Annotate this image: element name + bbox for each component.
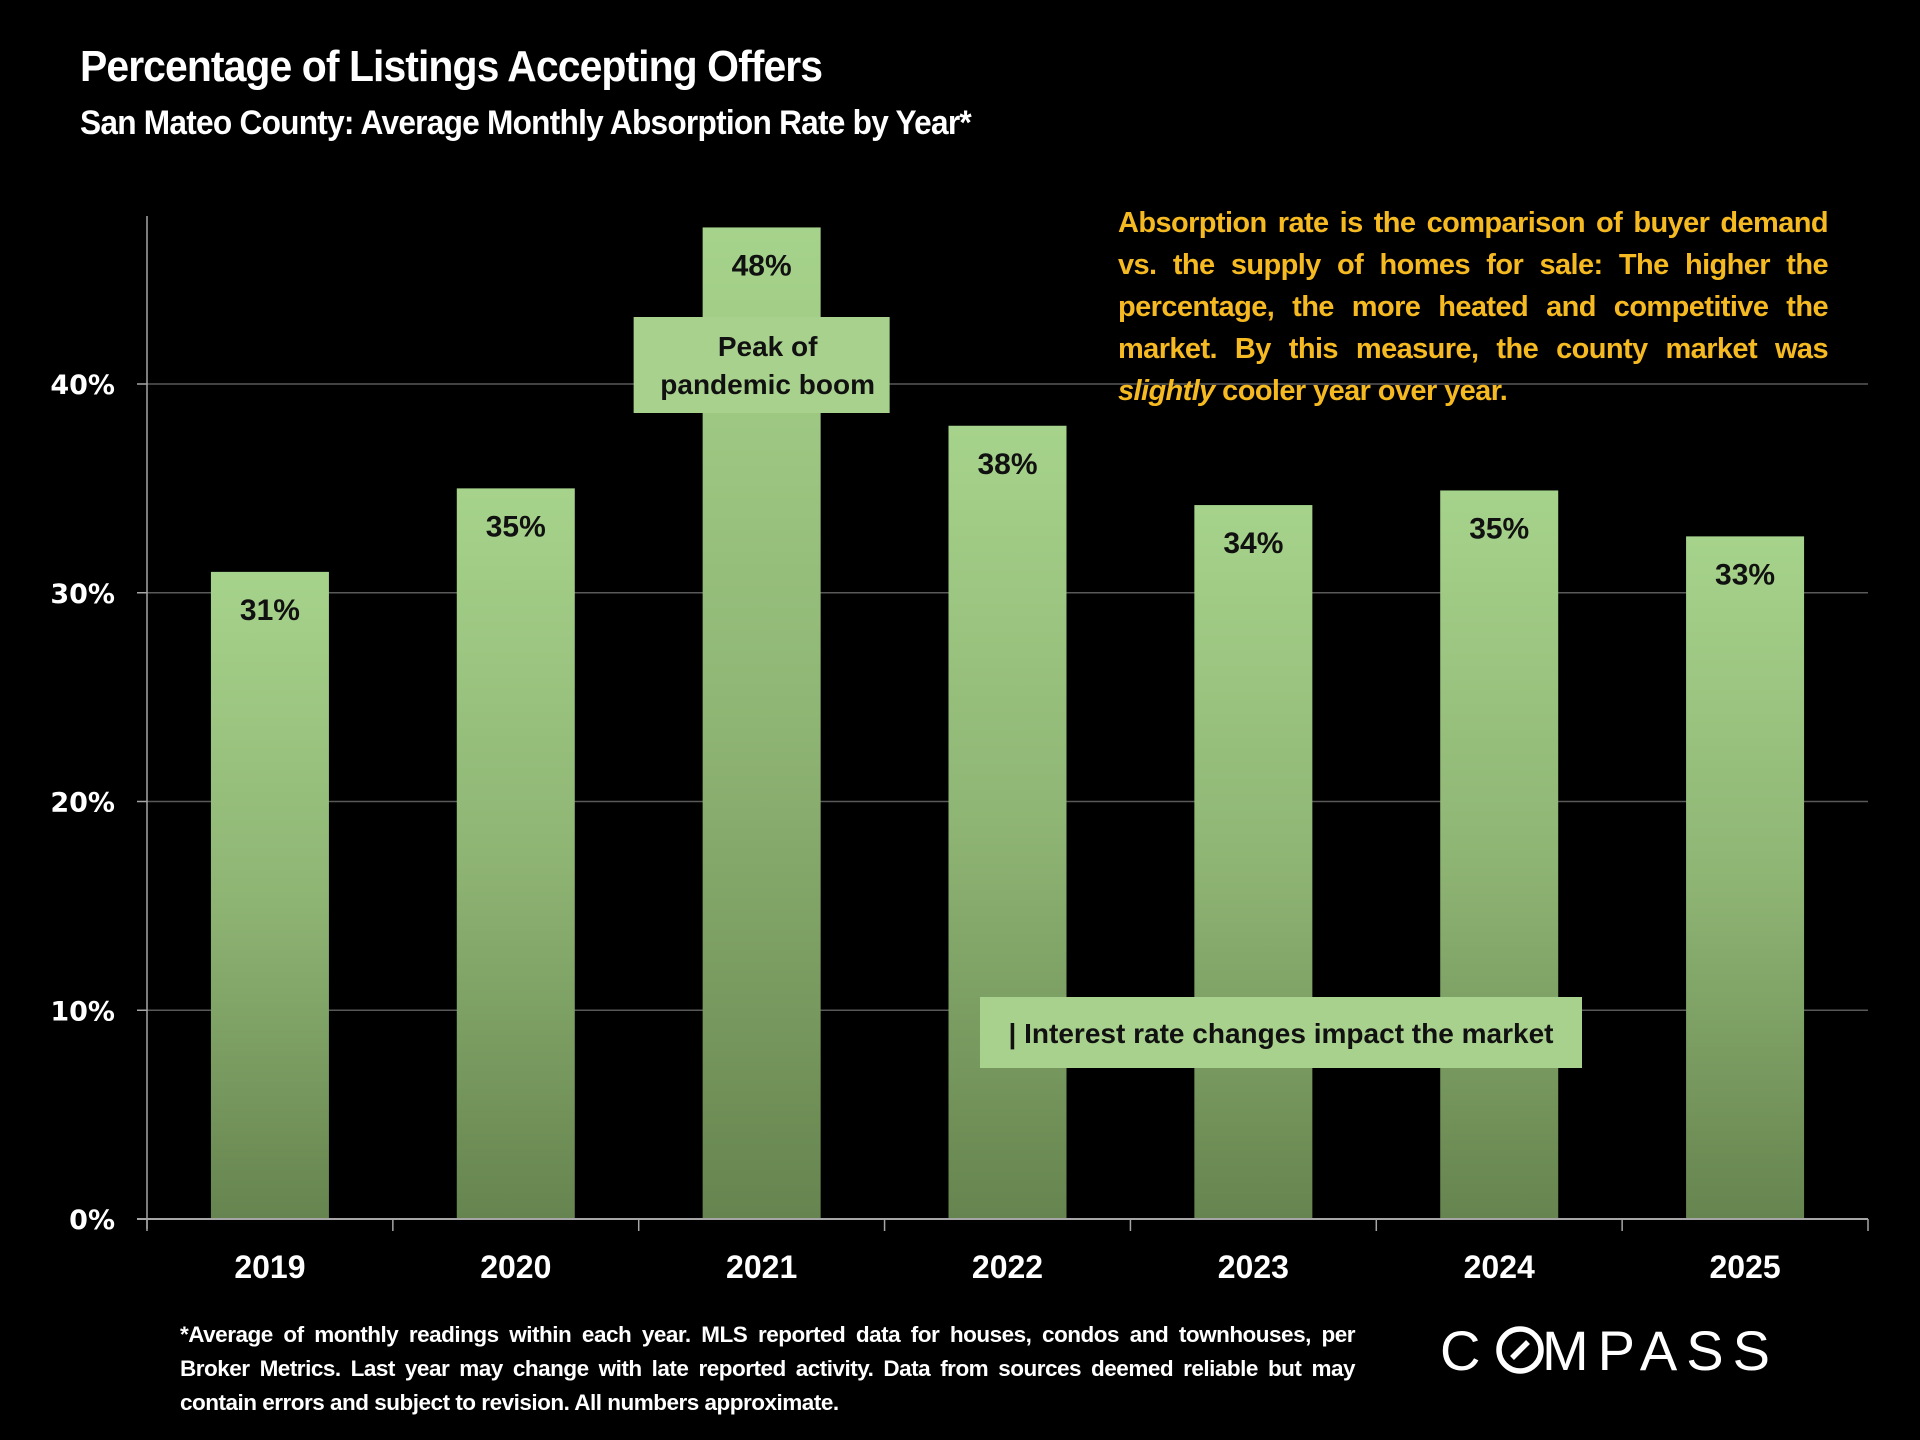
bar-2020 [456, 488, 575, 1219]
bar-2024 [1440, 490, 1559, 1219]
x-tick-label-2020: 2020 [480, 1249, 551, 1285]
bars [210, 227, 1805, 1219]
data-label-2022: 38% [977, 448, 1037, 481]
x-tick-label-2021: 2021 [726, 1249, 797, 1285]
chart-subtitle: San Mateo County: Average Monthly Absorp… [80, 104, 972, 142]
annotation-text-interest-rate: | Interest rate changes impact the marke… [1009, 1018, 1554, 1049]
x-tick-label-2022: 2022 [972, 1249, 1043, 1285]
annotation-text-peak: Peak of [718, 331, 818, 362]
annotations: Peak of pandemic boom | Interest rate chan… [633, 317, 1582, 1068]
absorption-rate-note: Absorption rate is the comparison of buy… [1118, 202, 1829, 412]
labels: 0% 10% 20% 30% 40% 31% 2019 35% 2020 48% 2021 38% 20… [50, 249, 1780, 1285]
data-label-2020: 35% [486, 510, 546, 543]
y-tick-label: 20% [50, 788, 115, 819]
data-label-2023: 34% [1223, 527, 1283, 560]
x-tick-label-2025: 2025 [1709, 1249, 1780, 1285]
y-tick-label: 0% [69, 1205, 115, 1236]
chart-title: Percentage of Listings Accepting Offers [80, 42, 823, 91]
compass-logo-o-icon [1496, 1326, 1544, 1374]
bar-2022 [948, 425, 1067, 1219]
annotation-box-peak [633, 317, 890, 413]
footnote: *Average of monthly readings within each… [180, 1322, 1356, 1415]
compass-logo-text: COMPASS [1440, 1320, 1779, 1380]
x-tick-label-2024: 2024 [1464, 1249, 1535, 1285]
note-text: Absorption rate is the comparison of buy… [1118, 207, 1829, 365]
x-tick-label-2023: 2023 [1218, 1249, 1289, 1285]
data-label-2019: 31% [240, 594, 300, 627]
y-tick-label: 10% [50, 996, 115, 1027]
axes [137, 216, 1869, 1231]
compass-logo: COMPASS [1440, 1320, 1779, 1380]
annotation-box-interest-rate [980, 997, 1582, 1068]
x-tick-label-2019: 2019 [234, 1249, 305, 1285]
bar-2019 [210, 571, 329, 1219]
y-tick-label: 30% [50, 579, 115, 610]
data-label-2025: 33% [1715, 558, 1775, 591]
data-label-2024: 35% [1469, 512, 1529, 545]
data-label-2021: 48% [732, 249, 792, 282]
annotation-text-peak: pandemic boom [660, 369, 875, 400]
note-italic-text: slightly [1118, 375, 1215, 407]
bar-2025 [1686, 536, 1805, 1219]
bar-2023 [1194, 505, 1313, 1219]
note-text-end: cooler year over year. [1214, 375, 1508, 407]
y-tick-label: 40% [50, 370, 115, 401]
